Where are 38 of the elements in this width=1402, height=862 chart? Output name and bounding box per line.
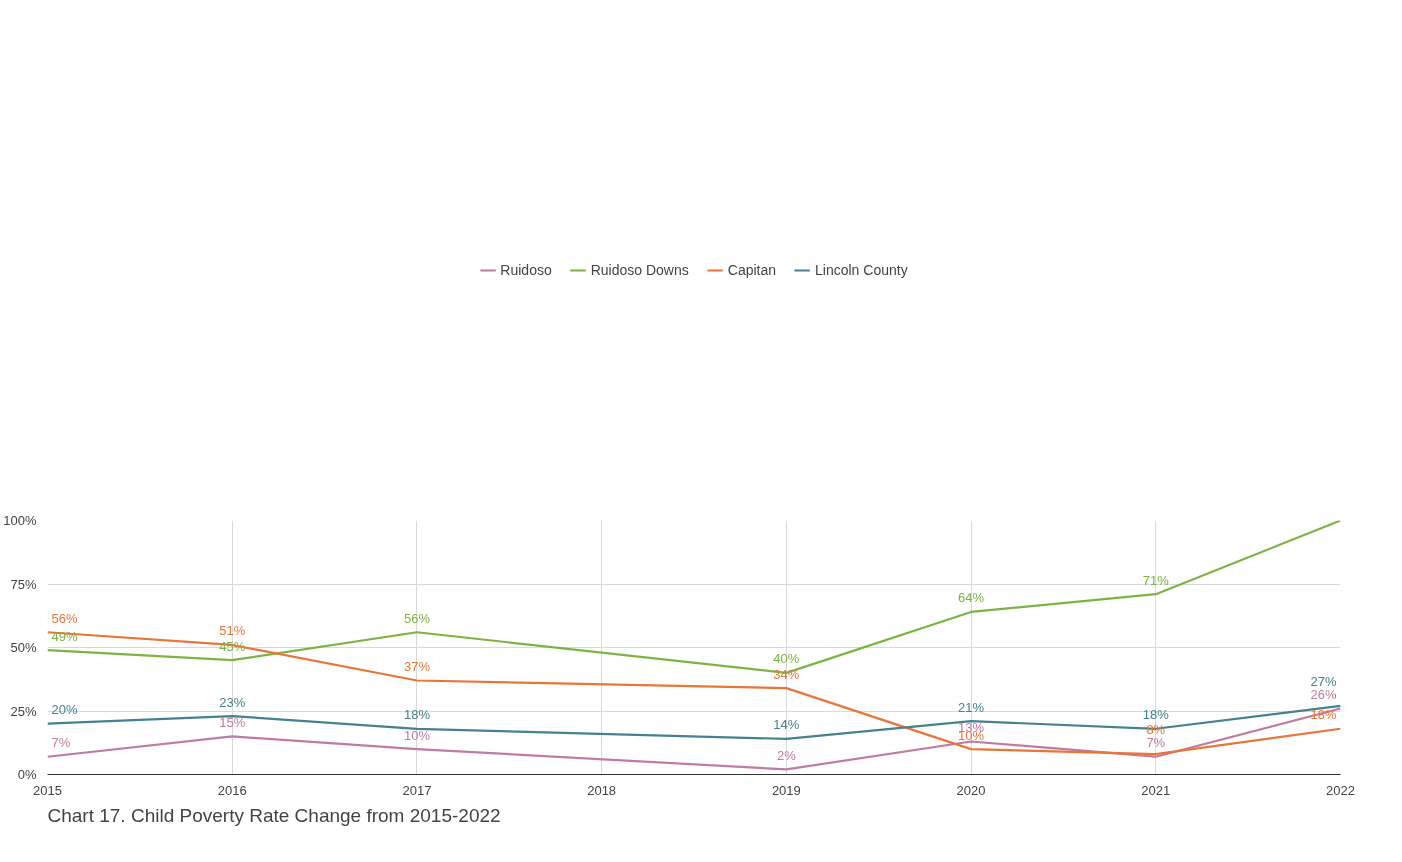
- data-label: 18%: [403, 707, 431, 723]
- legend-label: Ruidoso Downs: [590, 262, 689, 278]
- data-label: 71%: [1142, 572, 1170, 588]
- data-label: 26%: [1310, 686, 1337, 702]
- data-label: 51%: [219, 623, 246, 639]
- y-tick-label: 25%: [10, 703, 37, 719]
- data-label: 56%: [51, 610, 78, 626]
- x-tick-label: 2018: [587, 782, 617, 798]
- data-label: 23%: [219, 694, 246, 710]
- data-label: 15%: [219, 714, 246, 730]
- legend-label: Lincoln County: [815, 262, 908, 278]
- y-tick-label: 0%: [17, 767, 37, 782]
- data-label: 40%: [773, 651, 800, 667]
- data-label: 2%: [776, 747, 797, 763]
- y-tick-label: 75%: [10, 576, 37, 592]
- data-label: 56%: [403, 610, 431, 626]
- data-label: 37%: [403, 659, 431, 675]
- y-tick-label: 100%: [3, 513, 37, 528]
- x-tick-label: 2019: [771, 782, 801, 798]
- data-label: 27%: [1310, 673, 1337, 689]
- x-tick-label: 2016: [217, 782, 247, 798]
- data-label: 64%: [958, 590, 985, 606]
- data-label: 20%: [51, 702, 78, 718]
- data-label: 10%: [403, 727, 431, 743]
- data-label: 21%: [958, 699, 985, 715]
- x-tick-label: 2022: [1326, 782, 1355, 798]
- x-tick-label: 2020: [956, 782, 986, 798]
- x-tick-label: 2017: [402, 782, 432, 798]
- x-tick-label: 2015: [33, 782, 62, 798]
- caption: Chart 17. Child Poverty Rate Change from 2015-2022: [47, 804, 501, 826]
- y-tick-label: 50%: [10, 640, 37, 655]
- data-label: 14%: [773, 717, 800, 733]
- x-tick-label: 2021: [1141, 782, 1171, 798]
- data-label: 7%: [1146, 735, 1166, 751]
- legend-label: Ruidoso: [500, 262, 552, 278]
- legend-label: Capitan: [727, 262, 777, 278]
- data-label: 7%: [51, 735, 71, 751]
- data-label: 18%: [1142, 707, 1170, 723]
